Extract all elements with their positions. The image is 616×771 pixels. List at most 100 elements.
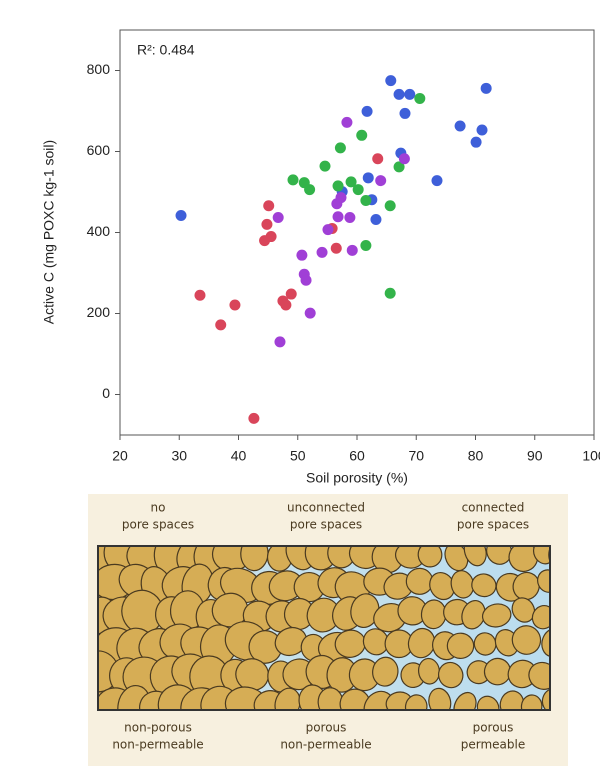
grain: [511, 625, 542, 655]
point: [393, 88, 405, 100]
grain: [274, 687, 301, 710]
grain: [463, 546, 487, 567]
point: [175, 209, 187, 221]
point: [361, 105, 373, 117]
point: [316, 246, 328, 258]
point: [229, 299, 241, 311]
grain: [481, 603, 512, 628]
point: [304, 184, 316, 196]
grain: [548, 546, 550, 570]
point: [399, 107, 411, 119]
y-tick-label: 600: [87, 142, 111, 158]
diagram-frame: [97, 545, 551, 711]
point: [360, 239, 372, 251]
point: [274, 336, 286, 348]
grains: [98, 546, 550, 710]
top-label: no: [151, 501, 166, 515]
y-tick-label: 400: [87, 223, 111, 239]
y-tick-label: 800: [87, 61, 111, 77]
grain: [473, 632, 497, 656]
grain: [476, 695, 500, 710]
point: [334, 142, 346, 154]
point: [322, 224, 334, 236]
y-tick-label: 0: [102, 385, 110, 401]
x-axis-label: Soil porosity (%): [306, 470, 408, 486]
plot-area: [119, 29, 595, 436]
top-label: pore spaces: [122, 518, 194, 532]
bottom-label: non-permeable: [112, 738, 203, 752]
point: [332, 180, 344, 192]
x-tick-label: 90: [527, 448, 543, 464]
point: [280, 299, 292, 311]
point: [272, 212, 284, 224]
grain: [446, 632, 475, 660]
top-label: connected: [462, 501, 525, 515]
point: [370, 214, 382, 226]
point: [352, 184, 364, 196]
x-tick-label: 100: [582, 448, 600, 464]
grain: [417, 546, 443, 568]
point: [319, 160, 331, 172]
point: [304, 307, 316, 319]
grain: [437, 661, 464, 689]
grain: [453, 691, 477, 710]
point: [454, 120, 466, 132]
point: [384, 200, 396, 212]
x-tick-label: 20: [112, 448, 128, 464]
grain: [471, 573, 497, 598]
point: [384, 287, 396, 299]
bottom-label: porous: [306, 721, 347, 735]
grain: [372, 656, 399, 687]
point: [404, 88, 416, 100]
point: [476, 124, 488, 136]
x-tick-label: 60: [349, 448, 365, 464]
y-axis-label: Active C (mg POXC kg-1 soil): [41, 140, 57, 324]
point: [261, 218, 273, 230]
grain: [537, 569, 550, 593]
point: [372, 153, 384, 165]
point: [385, 75, 397, 87]
point: [344, 212, 356, 224]
point: [194, 289, 206, 301]
point: [414, 92, 426, 104]
point: [480, 82, 492, 94]
bottom-label: porous: [473, 721, 514, 735]
grain: [404, 694, 428, 710]
point: [470, 136, 482, 148]
top-label: unconnected: [287, 501, 365, 515]
bottom-label: permeable: [461, 738, 525, 752]
point: [263, 200, 275, 212]
top-label: pore spaces: [290, 518, 362, 532]
grain: [274, 626, 308, 657]
x-tick-label: 40: [231, 448, 247, 464]
point: [287, 174, 299, 186]
grain: [541, 687, 550, 710]
bottom-label: non-permeable: [280, 738, 371, 752]
diagram: no pore spaces unconnected pore spaces conne…: [88, 494, 568, 766]
point: [362, 172, 374, 184]
point: [346, 244, 358, 256]
x-tick-label: 30: [171, 448, 187, 464]
point: [356, 129, 368, 141]
point: [300, 274, 312, 286]
x-tick-label: 80: [468, 448, 484, 464]
point: [248, 412, 260, 424]
point: [341, 116, 353, 128]
point: [285, 288, 297, 300]
point: [259, 235, 271, 247]
point: [215, 319, 227, 331]
y-tick-label: 200: [87, 304, 111, 320]
grain: [520, 694, 543, 710]
point: [393, 161, 405, 173]
point: [398, 153, 410, 165]
x-tick-label: 50: [290, 448, 306, 464]
point: [360, 195, 372, 207]
grain: [511, 597, 536, 623]
bottom-label: non-porous: [124, 721, 192, 735]
x-tick-label: 70: [408, 448, 424, 464]
top-label: pore spaces: [457, 518, 529, 532]
point: [345, 176, 357, 188]
grain: [508, 546, 539, 573]
point: [332, 211, 344, 223]
